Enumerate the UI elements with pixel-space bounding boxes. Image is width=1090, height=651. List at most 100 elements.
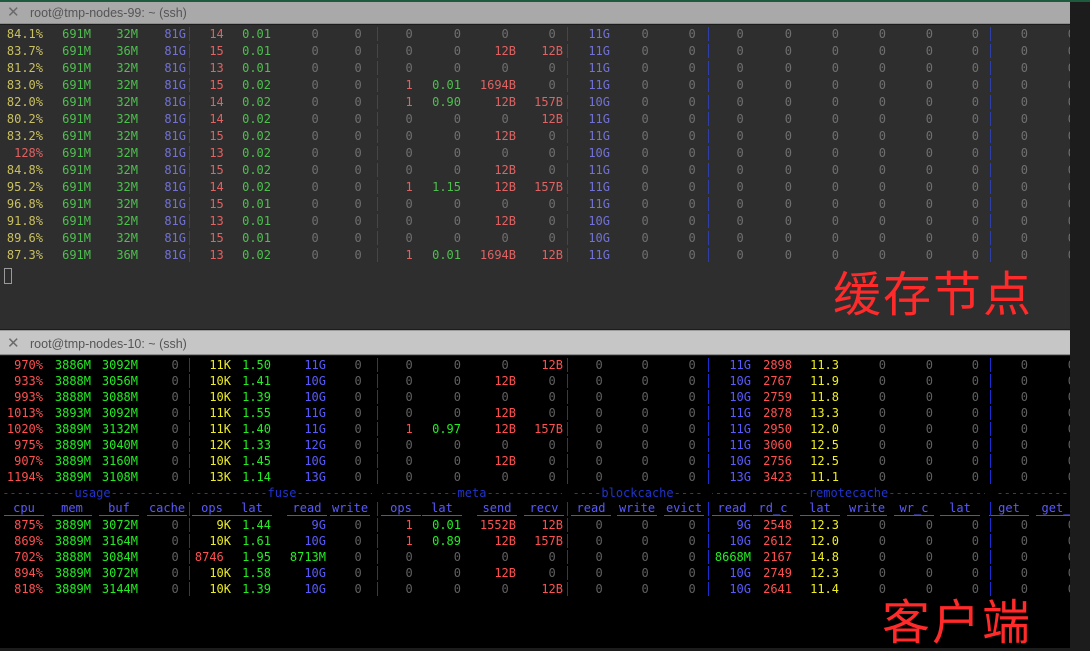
stat-write: 0 bbox=[354, 95, 362, 109]
stat-lat: 0 bbox=[971, 454, 979, 468]
stat-get-: 0 bbox=[1068, 582, 1070, 596]
column-separator bbox=[189, 112, 190, 126]
stat-buf: 3092M bbox=[101, 406, 138, 420]
column-separator bbox=[189, 502, 190, 516]
column-separator bbox=[708, 78, 709, 92]
stat-write: 0 bbox=[354, 44, 362, 58]
stat-ops: 1 bbox=[405, 248, 413, 262]
stat-get-: 0 bbox=[1068, 534, 1070, 548]
column-header-write: write bbox=[847, 501, 887, 516]
group-label: fuse bbox=[267, 486, 297, 500]
stat-recv: 0 bbox=[548, 390, 556, 404]
stat-ops: 1 bbox=[405, 78, 413, 92]
stat-mem: 691M bbox=[62, 214, 91, 228]
stat-read: 11G bbox=[588, 248, 610, 262]
stat-wr-c: 0 bbox=[925, 112, 933, 126]
close-x-icon[interactable]: ✕ bbox=[7, 335, 20, 352]
stat-mem: 691M bbox=[62, 129, 91, 143]
client-terminal[interactable]: 970% 3886M 3092M 0 11K 1.50 11G 0 0 0 0 12B 0 0 0 11G 28… bbox=[0, 356, 1070, 648]
stat-lat: 0 bbox=[453, 454, 461, 468]
stat-get: 0 bbox=[1020, 470, 1028, 484]
column-separator bbox=[708, 582, 709, 596]
stat-rd-c: 0 bbox=[784, 61, 792, 75]
stat-lat: 0 bbox=[971, 78, 979, 92]
stat-evict: 0 bbox=[688, 582, 696, 596]
stat-write: 0 bbox=[641, 27, 649, 41]
stat-recv: 0 bbox=[548, 197, 556, 211]
stat-get-: 0 bbox=[1068, 454, 1070, 468]
stat-read: 0 bbox=[595, 518, 603, 532]
stat-write: 0 bbox=[641, 163, 649, 177]
column-separator bbox=[189, 374, 190, 388]
stat-read: 0 bbox=[311, 197, 319, 211]
column-separator bbox=[990, 438, 991, 452]
stat-wr-c: 0 bbox=[925, 470, 933, 484]
stat-evict: 0 bbox=[688, 197, 696, 211]
stats-row: 869% 3889M 3164M 0 10K 1.61 10G 0 1 0.89 12B 157B 0 0… bbox=[0, 533, 1070, 549]
stat-lat: 0.02 bbox=[242, 95, 271, 109]
stat-cpu: 83.2% bbox=[6, 129, 43, 143]
stat-evict: 0 bbox=[688, 566, 696, 580]
stat-cpu: 95.2% bbox=[6, 180, 43, 194]
dash-line bbox=[674, 486, 703, 500]
bottom-terminal-title: root@tmp-nodes-10: ~ (ssh) bbox=[30, 337, 187, 351]
stat-ops: 11K bbox=[209, 422, 231, 436]
stat-read: 0 bbox=[311, 112, 319, 126]
stat-buf: 3164M bbox=[101, 534, 138, 548]
stat-ops: 0 bbox=[405, 438, 413, 452]
stat-lat: 0 bbox=[453, 163, 461, 177]
stat-write: 0 bbox=[641, 422, 649, 436]
stat-write: 0 bbox=[641, 231, 649, 245]
column-separator bbox=[377, 422, 378, 436]
top-terminal-titlebar[interactable]: ✕ root@tmp-nodes-99: ~ (ssh) bbox=[0, 2, 1070, 24]
stat-evict: 0 bbox=[688, 61, 696, 75]
column-separator bbox=[189, 231, 190, 245]
stat-read: 0 bbox=[736, 231, 744, 245]
stat-write: 0 bbox=[878, 197, 886, 211]
stat-lat: 0.02 bbox=[242, 180, 271, 194]
cache-node-terminal[interactable]: 84.1% 691M 32M 81G 14 0.01 0 0 0 0 0 0 11G 0 0 0 0 0 0 0 0 0 0… bbox=[0, 25, 1070, 329]
stat-read: 0 bbox=[736, 163, 744, 177]
column-header-lat: lat bbox=[940, 501, 980, 516]
stat-get-: 0 bbox=[1068, 438, 1070, 452]
stat-send: 0 bbox=[501, 61, 509, 75]
stats-row: 907% 3889M 3160M 0 10K 1.45 10G 0 0 0 12B 0 0 0 0 10G 27… bbox=[0, 453, 1070, 469]
stat-ops: 0 bbox=[405, 358, 413, 372]
stat-ops: 10K bbox=[209, 534, 231, 548]
stat-lat: 0 bbox=[831, 27, 839, 41]
column-separator bbox=[377, 248, 378, 262]
stat-recv: 0 bbox=[548, 214, 556, 228]
stat-rd-c: 0 bbox=[784, 112, 792, 126]
stat-recv: 0 bbox=[548, 406, 556, 420]
stat-recv: 0 bbox=[548, 129, 556, 143]
stat-evict: 0 bbox=[688, 44, 696, 58]
stat-lat: 1.39 bbox=[242, 582, 271, 596]
dash-line bbox=[572, 486, 601, 500]
stat-read: 0 bbox=[736, 214, 744, 228]
column-separator bbox=[990, 374, 991, 388]
stat-write: 0 bbox=[354, 180, 362, 194]
bottom-terminal-titlebar[interactable]: ✕ root@tmp-nodes-10: ~ (ssh) bbox=[0, 330, 1070, 355]
column-separator bbox=[567, 163, 568, 177]
stat-write: 0 bbox=[354, 27, 362, 41]
stat-mem: 691M bbox=[62, 146, 91, 160]
stat-lat: 0.02 bbox=[242, 129, 271, 143]
stat-evict: 0 bbox=[688, 78, 696, 92]
column-separator bbox=[377, 95, 378, 109]
stat-write: 0 bbox=[354, 406, 362, 420]
stat-read: 11G bbox=[729, 438, 751, 452]
dash-line bbox=[888, 486, 985, 500]
stat-ops: 1 bbox=[405, 180, 413, 194]
stat-lat: 0 bbox=[971, 44, 979, 58]
stat-send: 12B bbox=[494, 180, 516, 194]
column-header-read: read bbox=[287, 501, 327, 516]
column-separator bbox=[377, 374, 378, 388]
stat-get: 0 bbox=[1020, 61, 1028, 75]
stat-cache: 81G bbox=[164, 112, 186, 126]
stat-cache: 0 bbox=[171, 422, 179, 436]
stat-cpu: 975% bbox=[14, 438, 43, 452]
stat-cache: 81G bbox=[164, 27, 186, 41]
column-separator bbox=[708, 470, 709, 484]
stat-rd-c: 0 bbox=[784, 44, 792, 58]
close-x-icon[interactable]: ✕ bbox=[7, 4, 20, 21]
